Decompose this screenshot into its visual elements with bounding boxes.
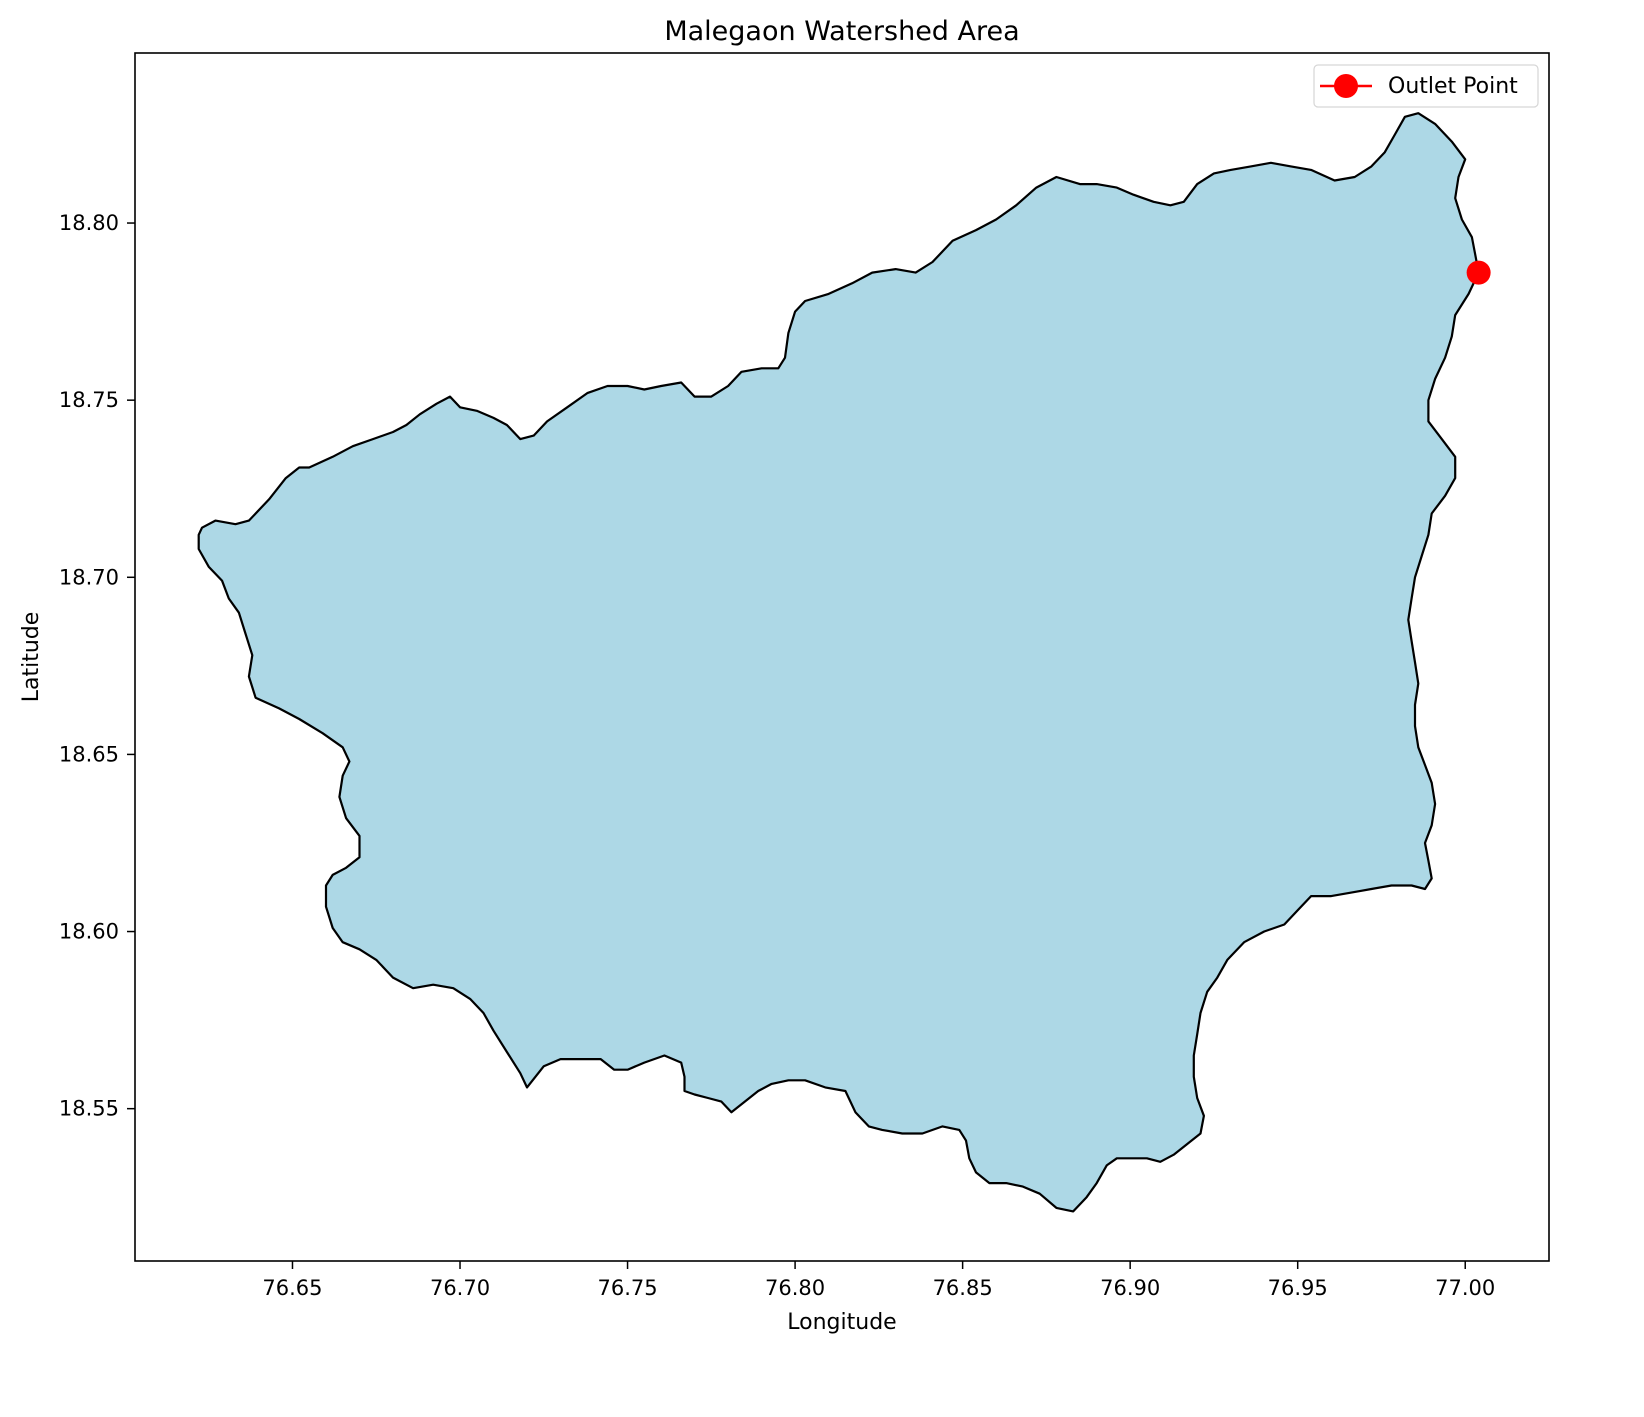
y-axis-ticks: 18.55 18.60 18.65 18.70 18.75 18.80 xyxy=(59,211,135,1121)
x-tick-label: 76.65 xyxy=(262,1276,322,1300)
legend-label-outlet-point: Outlet Point xyxy=(1388,74,1518,99)
y-tick-label: 18.65 xyxy=(59,742,119,766)
x-axis-ticks: 76.65 76.70 76.75 76.80 76.85 76.90 76.95 77.00 xyxy=(262,1261,1495,1300)
y-tick-label: 18.70 xyxy=(59,565,119,589)
map-title: Malegaon Watershed Area xyxy=(664,16,1019,47)
x-tick-label: 76.90 xyxy=(1100,1276,1160,1300)
x-tick-label: 77.00 xyxy=(1435,1276,1495,1300)
x-tick-label: 76.70 xyxy=(430,1276,490,1300)
legend-marker-swatch xyxy=(1334,74,1358,98)
x-tick-label: 76.80 xyxy=(765,1276,825,1300)
y-tick-label: 18.80 xyxy=(59,211,119,235)
y-tick-label: 18.60 xyxy=(59,920,119,944)
y-tick-label: 18.75 xyxy=(59,388,119,412)
y-tick-label: 18.55 xyxy=(59,1097,119,1121)
watershed-boundary-polygon xyxy=(197,112,1480,1213)
plot-area xyxy=(197,112,1491,1213)
axes-frame xyxy=(134,52,1550,1262)
y-axis-label: Latitude xyxy=(19,612,44,703)
x-tick-label: 76.95 xyxy=(1268,1276,1328,1300)
x-tick-label: 76.85 xyxy=(933,1276,993,1300)
legend-box xyxy=(1313,64,1539,108)
outlet-point-marker xyxy=(1466,260,1491,285)
legend: Outlet Point xyxy=(1313,64,1539,108)
x-tick-label: 76.75 xyxy=(597,1276,657,1300)
x-axis-label: Longitude xyxy=(787,1310,896,1335)
